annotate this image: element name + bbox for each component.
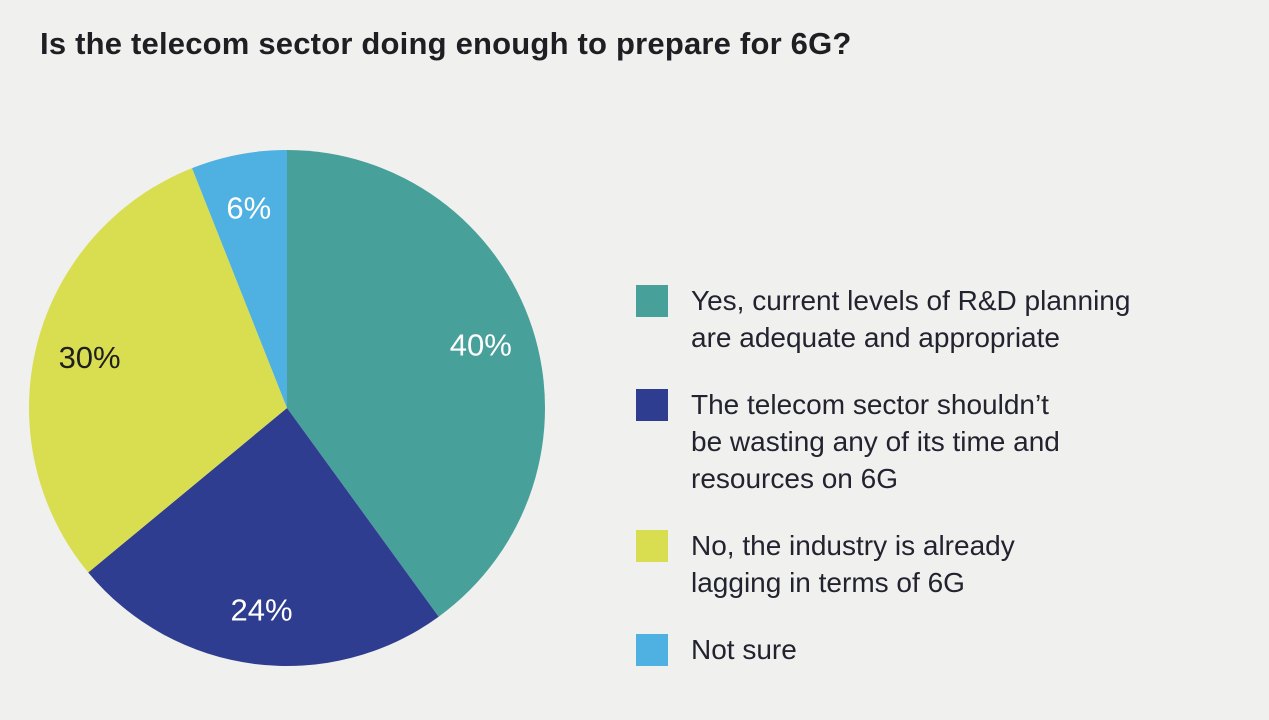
chart-title: Is the telecom sector doing enough to pr… — [40, 26, 852, 61]
chart-legend: Yes, current levels of R&D planning are … — [636, 282, 1216, 698]
pie-slice-value-label: 24% — [230, 593, 292, 628]
legend-swatch-lagging — [636, 530, 668, 562]
legend-label-shouldnt-waste: The telecom sector shouldn’t be wasting … — [691, 389, 1060, 494]
legend-swatch-shouldnt-waste — [636, 389, 668, 421]
legend-swatch-not-sure — [636, 634, 668, 666]
pie-slice — [28, 168, 287, 573]
legend-label-yes: Yes, current levels of R&D planning are … — [691, 285, 1131, 353]
legend-item-yes: Yes, current levels of R&D planning are … — [636, 282, 1216, 356]
legend-label-lagging: No, the industry is already lagging in t… — [691, 530, 1015, 598]
pie-slice — [287, 150, 546, 617]
pie-slice — [192, 150, 287, 408]
legend-item-shouldnt-waste: The telecom sector shouldn’t be wasting … — [636, 386, 1216, 497]
legend-item-lagging: No, the industry is already lagging in t… — [636, 527, 1216, 601]
legend-label-not-sure: Not sure — [691, 634, 797, 665]
pie-slice-value-label: 30% — [59, 340, 121, 375]
pie-slice-value-label: 40% — [450, 328, 512, 363]
pie-slice-value-label: 6% — [226, 190, 271, 225]
pie-chart: 40% 24% 30% 6% — [25, 146, 549, 670]
pie-slice — [88, 408, 439, 667]
pie-chart-svg: 40% 24% 30% 6% — [28, 150, 546, 667]
legend-item-not-sure: Not sure — [636, 631, 1216, 668]
legend-swatch-yes — [636, 285, 668, 317]
